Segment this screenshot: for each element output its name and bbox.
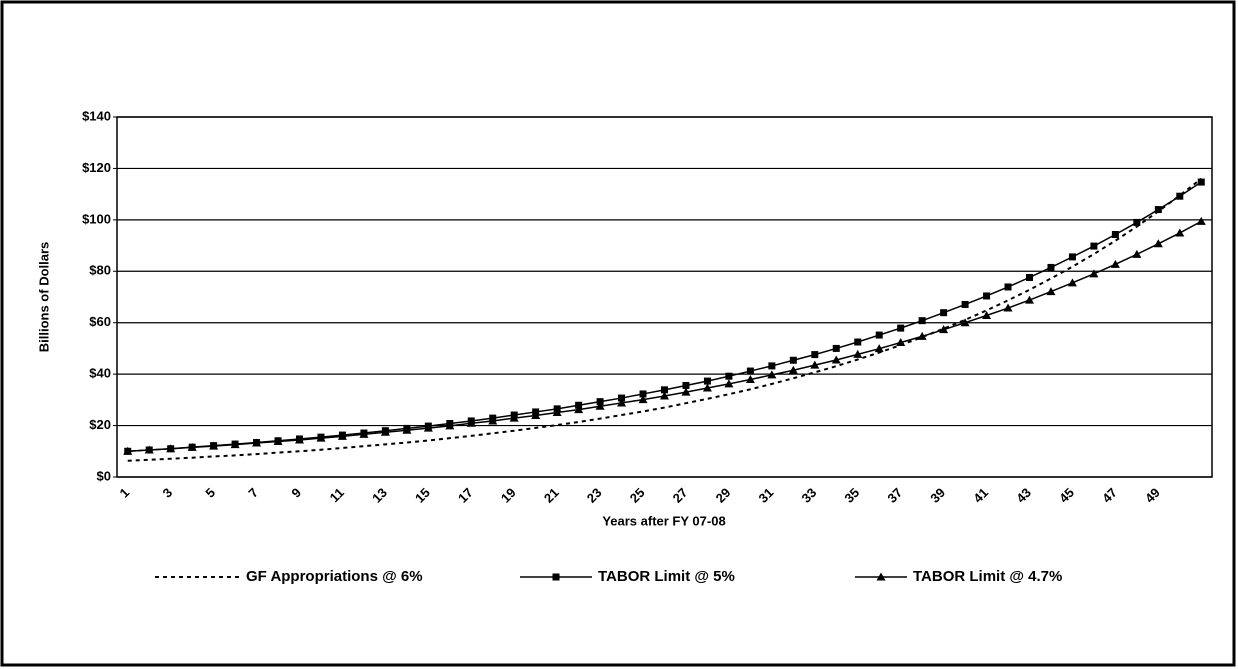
marker bbox=[918, 317, 926, 325]
marker bbox=[1111, 231, 1119, 239]
marker bbox=[1197, 178, 1205, 186]
y-tick-label: $140 bbox=[82, 108, 111, 123]
marker bbox=[1047, 263, 1055, 271]
legend-label: TABOR Limit @ 4.7% bbox=[913, 568, 1062, 585]
marker bbox=[960, 318, 970, 327]
marker bbox=[961, 300, 969, 308]
marker bbox=[1026, 273, 1033, 281]
marker bbox=[509, 413, 519, 422]
marker bbox=[316, 433, 326, 442]
marker bbox=[618, 394, 626, 402]
marker bbox=[702, 383, 712, 392]
marker bbox=[875, 331, 883, 339]
legend-marker bbox=[876, 572, 886, 581]
marker bbox=[252, 438, 262, 447]
marker bbox=[596, 398, 604, 406]
marker bbox=[144, 445, 154, 454]
marker bbox=[854, 338, 862, 346]
marker bbox=[681, 387, 691, 396]
marker bbox=[209, 441, 219, 450]
y-tick-label: $0 bbox=[97, 468, 111, 483]
marker bbox=[1046, 287, 1056, 296]
marker bbox=[1067, 278, 1077, 287]
marker bbox=[661, 386, 668, 394]
marker bbox=[853, 349, 863, 358]
marker bbox=[595, 401, 605, 410]
marker bbox=[466, 418, 476, 427]
marker bbox=[811, 351, 819, 359]
x-axis-title: Years after FY 07-08 bbox=[602, 513, 725, 528]
marker bbox=[874, 344, 884, 353]
marker bbox=[682, 381, 690, 389]
marker bbox=[1175, 228, 1185, 237]
marker bbox=[1196, 216, 1206, 225]
marker bbox=[1089, 269, 1099, 278]
marker bbox=[1068, 253, 1076, 261]
marker bbox=[123, 446, 133, 455]
marker bbox=[166, 444, 176, 453]
marker bbox=[531, 411, 541, 420]
marker bbox=[703, 377, 711, 385]
marker bbox=[1176, 192, 1184, 200]
marker bbox=[660, 391, 669, 400]
marker bbox=[230, 440, 240, 449]
marker bbox=[982, 311, 992, 320]
marker bbox=[445, 421, 455, 430]
y-tick-label: $20 bbox=[89, 417, 111, 432]
marker bbox=[767, 370, 777, 379]
marker bbox=[725, 372, 733, 380]
marker bbox=[638, 395, 648, 404]
marker bbox=[939, 325, 949, 334]
marker bbox=[1025, 295, 1034, 304]
y-tick-label: $100 bbox=[82, 211, 111, 226]
marker bbox=[1154, 206, 1162, 214]
marker bbox=[1132, 249, 1142, 258]
marker bbox=[897, 324, 905, 332]
legend-label: TABOR Limit @ 5% bbox=[598, 568, 735, 585]
marker bbox=[552, 407, 562, 416]
marker bbox=[789, 356, 797, 364]
legend-marker bbox=[552, 573, 560, 581]
legend-label: GF Appropriations @ 6% bbox=[246, 568, 423, 585]
marker bbox=[1110, 259, 1120, 268]
marker bbox=[273, 437, 283, 446]
marker bbox=[1133, 218, 1141, 226]
y-tick-label: $80 bbox=[89, 263, 111, 278]
marker bbox=[810, 360, 820, 369]
marker bbox=[337, 431, 347, 440]
marker bbox=[295, 435, 304, 444]
series-line bbox=[127, 177, 1202, 462]
y-axis-title: Billions of Dollars bbox=[36, 242, 51, 353]
marker bbox=[917, 331, 927, 340]
marker bbox=[1003, 303, 1013, 312]
marker bbox=[639, 390, 647, 398]
y-tick-label: $120 bbox=[82, 160, 111, 175]
marker bbox=[832, 344, 840, 352]
marker bbox=[380, 427, 390, 436]
marker bbox=[831, 355, 841, 364]
marker bbox=[423, 423, 433, 432]
marker bbox=[983, 292, 991, 300]
marker bbox=[1004, 283, 1012, 291]
marker bbox=[746, 367, 754, 375]
marker bbox=[1153, 239, 1163, 248]
marker bbox=[574, 405, 584, 414]
marker bbox=[617, 398, 627, 407]
marker bbox=[940, 309, 948, 317]
marker bbox=[768, 362, 776, 370]
marker bbox=[724, 379, 734, 388]
y-tick-label: $60 bbox=[89, 314, 111, 329]
marker bbox=[745, 375, 755, 384]
marker bbox=[359, 429, 369, 438]
marker bbox=[488, 416, 498, 425]
marker bbox=[1090, 242, 1098, 250]
marker bbox=[896, 338, 906, 347]
y-tick-label: $40 bbox=[89, 366, 111, 381]
marker bbox=[788, 365, 798, 374]
marker bbox=[402, 425, 412, 434]
marker bbox=[187, 442, 197, 451]
